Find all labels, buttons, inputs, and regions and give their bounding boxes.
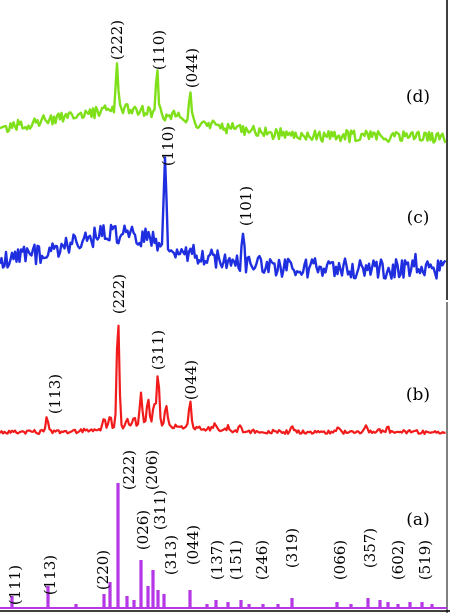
series-a-peak-10 xyxy=(151,570,155,608)
peak-label: (151) xyxy=(227,540,245,580)
series-label: (a) xyxy=(406,510,429,530)
peak-label: (026) xyxy=(134,510,152,550)
peak-label: (246) xyxy=(253,540,271,580)
peak-label: (357) xyxy=(361,528,379,568)
series-trace-3 xyxy=(0,156,447,280)
series-trace-2 xyxy=(0,324,446,435)
peak-label: (044) xyxy=(182,360,200,400)
series-a-peak-20 xyxy=(276,604,280,608)
series-a-peak-11 xyxy=(156,590,160,608)
series-a-peak-2 xyxy=(74,604,78,608)
series-a-peak-26 xyxy=(386,602,390,608)
series-traces xyxy=(0,62,447,609)
series-a-peak-0 xyxy=(10,596,14,608)
peak-label: (222) xyxy=(120,450,138,490)
series-label: (d) xyxy=(406,87,430,107)
series-a-peak-4 xyxy=(108,582,112,608)
series-a-peak-29 xyxy=(420,602,424,608)
series-a-peak-27 xyxy=(396,604,400,608)
series-a-peak-18 xyxy=(247,604,251,608)
peak-label: (311) xyxy=(151,490,169,530)
series-a-peak-19 xyxy=(261,604,265,608)
series-a-peak-17 xyxy=(239,600,243,608)
peak-label: (066) xyxy=(331,540,349,580)
series-a-peak-16 xyxy=(226,602,230,608)
series-label: (c) xyxy=(407,208,430,228)
peak-label: (044) xyxy=(183,48,201,88)
peak-label: (111) xyxy=(6,565,24,605)
series-a-peak-8 xyxy=(139,560,143,608)
peak-label: (137) xyxy=(208,540,226,580)
peak-label: (101) xyxy=(237,186,255,226)
peak-label: (110) xyxy=(159,126,177,166)
peak-label: (206) xyxy=(143,450,161,490)
series-a-peak-5 xyxy=(116,483,120,608)
peak-label: (222) xyxy=(108,20,126,60)
series-a-peak-21 xyxy=(290,598,294,608)
series-a-peak-30 xyxy=(430,604,434,608)
peak-label: (319) xyxy=(283,528,301,568)
peak-label: (110) xyxy=(150,30,168,70)
series-a-peak-25 xyxy=(378,600,382,608)
series-a-peak-13 xyxy=(188,590,192,608)
series-label: (b) xyxy=(406,385,430,405)
series-a-peak-12 xyxy=(162,594,166,608)
peak-label: (602) xyxy=(389,540,407,580)
peak-label: (222) xyxy=(110,274,128,314)
series-a-peak-3 xyxy=(102,594,106,608)
series-a-peak-24 xyxy=(366,598,370,608)
peak-label: (044) xyxy=(184,525,202,565)
series-a-peak-22 xyxy=(335,602,339,608)
series-a-peak-15 xyxy=(214,600,218,608)
series-a-peak-9 xyxy=(146,586,150,608)
peak-label: (313) xyxy=(162,535,180,575)
series-a-peak-23 xyxy=(349,604,353,608)
series-a-peak-28 xyxy=(408,602,412,608)
chart-labels: (111) (113) (220)(222) (206)(026) (311)(313)… xyxy=(6,20,434,605)
peak-label: (220) xyxy=(94,550,112,590)
peak-label: (113) xyxy=(41,555,59,595)
peak-label: (519) xyxy=(416,540,434,580)
series-a-peak-7 xyxy=(132,600,136,608)
peak-label: (311) xyxy=(149,330,167,370)
peak-label: (113) xyxy=(46,374,64,414)
series-trace-4 xyxy=(0,62,447,144)
series-a-peak-6 xyxy=(125,596,129,608)
series-a-peak-1 xyxy=(46,586,50,608)
series-a-peak-14 xyxy=(205,604,209,608)
